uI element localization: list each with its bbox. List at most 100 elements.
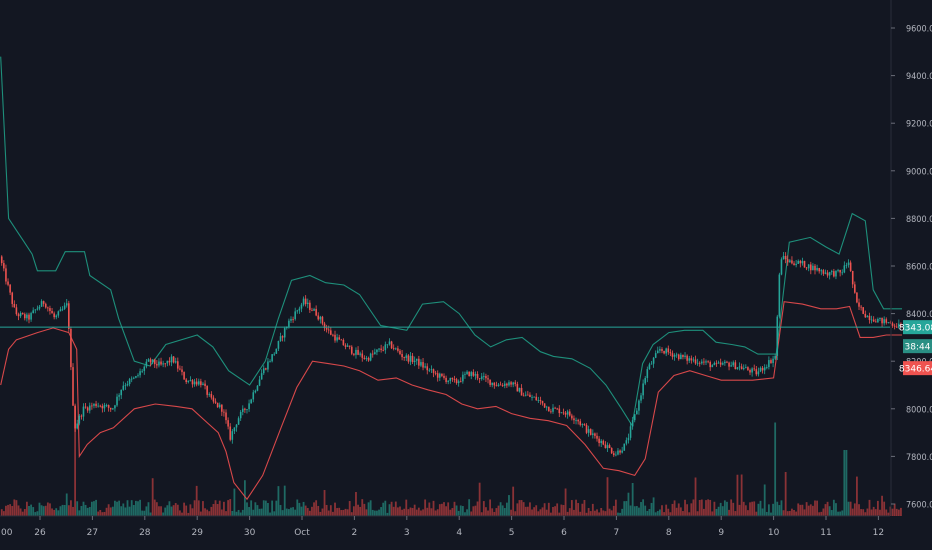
volume-bar (872, 506, 875, 516)
volume-bar (470, 511, 473, 516)
volume-bar (820, 511, 823, 516)
candle-body (36, 308, 39, 310)
volume-bar (97, 511, 100, 516)
volume-bar (332, 511, 334, 516)
candle-body (371, 353, 374, 355)
bands (0, 56, 902, 501)
candle-body (462, 374, 464, 382)
candle-body (573, 418, 575, 421)
volume-bar (445, 506, 447, 516)
x-tick-label: 7 (614, 528, 620, 538)
volume-bar (237, 509, 240, 516)
candle-body (197, 381, 200, 385)
volume-bar (514, 511, 517, 516)
candle-body (74, 405, 76, 429)
candle-body (566, 411, 569, 415)
volume-bar (455, 505, 458, 516)
candle-body (755, 369, 758, 375)
volume-bar (99, 510, 102, 516)
volume-bar (126, 500, 129, 516)
volume-bar (44, 505, 47, 516)
volume-bar (457, 510, 460, 516)
volume-bar (512, 486, 515, 516)
candle-body (789, 260, 791, 263)
volume-bar (828, 506, 831, 516)
volume-bar (841, 510, 844, 516)
candle-body (690, 358, 693, 361)
candle-body (650, 363, 653, 365)
candle-body (212, 397, 215, 402)
candle-body (768, 360, 770, 368)
candle-body (179, 368, 181, 370)
candle-body (300, 304, 303, 309)
candle-body (851, 270, 854, 285)
volume-bar (210, 506, 213, 516)
candle-body (298, 308, 301, 311)
volume-bar (822, 508, 825, 516)
candle-body (241, 408, 244, 412)
candle-body (93, 403, 95, 406)
candle-body (686, 355, 688, 361)
candle-body (367, 357, 370, 361)
volume-bar (147, 502, 150, 516)
candle-body (76, 423, 79, 429)
volume-bar (566, 511, 569, 516)
volume-bar (197, 500, 200, 516)
volume-bar (243, 480, 246, 516)
candle-body (749, 370, 751, 373)
volume-bar (7, 504, 9, 516)
candle-body (350, 346, 353, 354)
volume-bar (778, 505, 781, 516)
volume-bar (61, 504, 64, 516)
volume-bar (441, 503, 443, 516)
volume-bar (719, 502, 722, 516)
candle-body (336, 337, 338, 341)
volume-bar (583, 499, 586, 516)
volume-bar (648, 508, 651, 516)
candle-body (763, 367, 766, 371)
volume-bar (11, 505, 14, 516)
candle-body (778, 274, 781, 317)
candle-body (170, 356, 173, 363)
candle-body (717, 362, 720, 364)
candle-body (564, 412, 567, 415)
volume-bar (654, 512, 657, 516)
candle-body (99, 405, 102, 407)
x-tick-label: 11 (820, 528, 831, 538)
candle-body (893, 325, 896, 327)
candle-body (164, 363, 167, 365)
candle-body (95, 403, 97, 407)
candle-body (822, 270, 825, 274)
candle-body (166, 360, 169, 364)
candle-body (837, 270, 839, 271)
volume-bar (459, 505, 462, 516)
volume-bar (891, 508, 894, 516)
volume-bar (216, 503, 219, 516)
candle-body (476, 374, 479, 379)
candle-body (814, 265, 816, 271)
volume-bar (723, 500, 726, 516)
candle-body (715, 362, 718, 364)
volume-bar (832, 499, 835, 516)
volume-bar (786, 511, 789, 516)
candle-body (508, 382, 510, 386)
candle-body (730, 365, 732, 367)
x-tick-label: 12 (873, 528, 884, 538)
volume-bar (0, 509, 3, 516)
volume-bar (250, 500, 253, 516)
volume-bar (317, 505, 320, 516)
volume-bar (893, 503, 896, 516)
volume-bar (302, 501, 305, 516)
volume-bar (508, 495, 510, 516)
candle-body (378, 348, 380, 350)
volume-bar (53, 509, 56, 516)
candle-body (493, 382, 496, 386)
candle-body (608, 445, 611, 449)
volume-bar (476, 501, 479, 516)
x-tick-label: 5 (509, 528, 515, 538)
volume-bar (814, 500, 816, 516)
candle-body (539, 399, 542, 401)
candle-body (587, 429, 590, 433)
candle-body (288, 320, 290, 327)
